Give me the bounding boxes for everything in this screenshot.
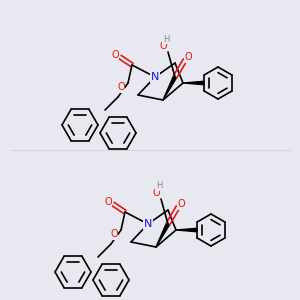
Polygon shape bbox=[163, 76, 177, 100]
Text: O: O bbox=[177, 199, 185, 209]
Text: O: O bbox=[152, 188, 160, 198]
Text: O: O bbox=[184, 52, 192, 62]
Polygon shape bbox=[176, 228, 197, 232]
Text: N: N bbox=[151, 72, 159, 82]
Text: O: O bbox=[159, 41, 167, 51]
Text: H: H bbox=[163, 34, 169, 43]
Text: N: N bbox=[144, 219, 152, 229]
Text: O: O bbox=[104, 197, 112, 207]
Polygon shape bbox=[183, 81, 204, 85]
Text: H: H bbox=[156, 182, 162, 190]
Text: O: O bbox=[117, 82, 125, 92]
Polygon shape bbox=[156, 223, 169, 247]
Text: O: O bbox=[111, 50, 119, 60]
Text: O: O bbox=[110, 229, 118, 239]
